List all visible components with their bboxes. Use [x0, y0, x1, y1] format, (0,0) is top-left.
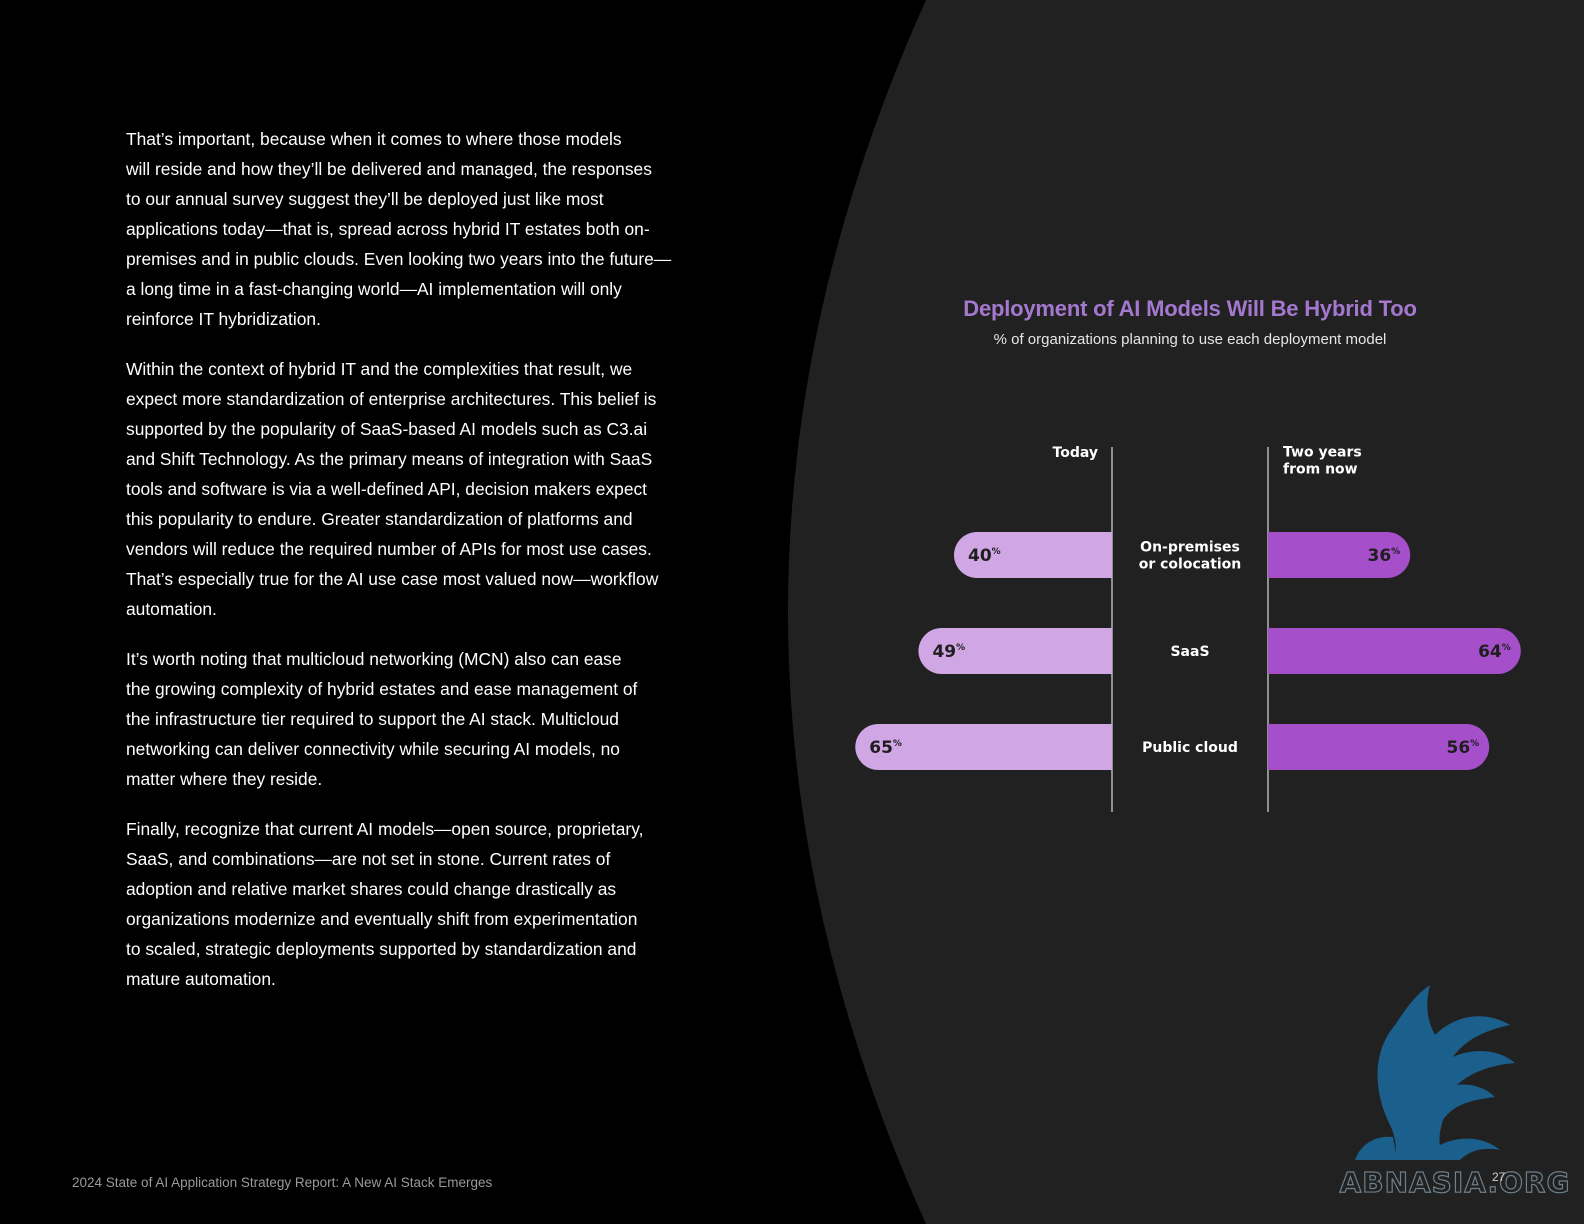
- footer-text: 2024 State of AI Application Strategy Re…: [72, 1175, 493, 1190]
- category-label-0: On-premises or colocation: [1139, 540, 1242, 573]
- paragraph-4: Finally, recognize that current AI model…: [126, 819, 644, 989]
- watermark-text: ABNASIA.ORG: [1340, 1166, 1571, 1199]
- bar-today-1: [918, 628, 1112, 674]
- bar-today-0: [954, 532, 1112, 578]
- page-number: 27: [1492, 1170, 1506, 1184]
- chart-title: Deployment of AI Models Will Be Hybrid T…: [963, 296, 1417, 321]
- bar-today-2: [855, 724, 1112, 770]
- paragraph-1: That’s important, because when it comes …: [126, 129, 672, 329]
- bar-future-0: [1268, 532, 1411, 578]
- category-label-1: SaaS: [1170, 644, 1209, 660]
- griffin-icon: [1355, 985, 1515, 1160]
- bar-future-2: [1268, 724, 1490, 770]
- chart-panel: [788, 0, 1584, 1224]
- legend-today: Today: [1053, 445, 1098, 461]
- watermark-logo: ABNASIA.ORG: [1339, 985, 1571, 1200]
- paragraph-3: It’s worth noting that multicloud networ…: [126, 649, 638, 789]
- category-label-2: Public cloud: [1142, 740, 1238, 756]
- body-text: That’s important, because when it comes …: [126, 124, 736, 1014]
- bar-future-1: [1268, 628, 1521, 674]
- legend-future: Two years from now: [1283, 445, 1362, 478]
- chart-subtitle: % of organizations planning to use each …: [993, 331, 1387, 348]
- paragraph-2: Within the context of hybrid IT and the …: [126, 359, 659, 619]
